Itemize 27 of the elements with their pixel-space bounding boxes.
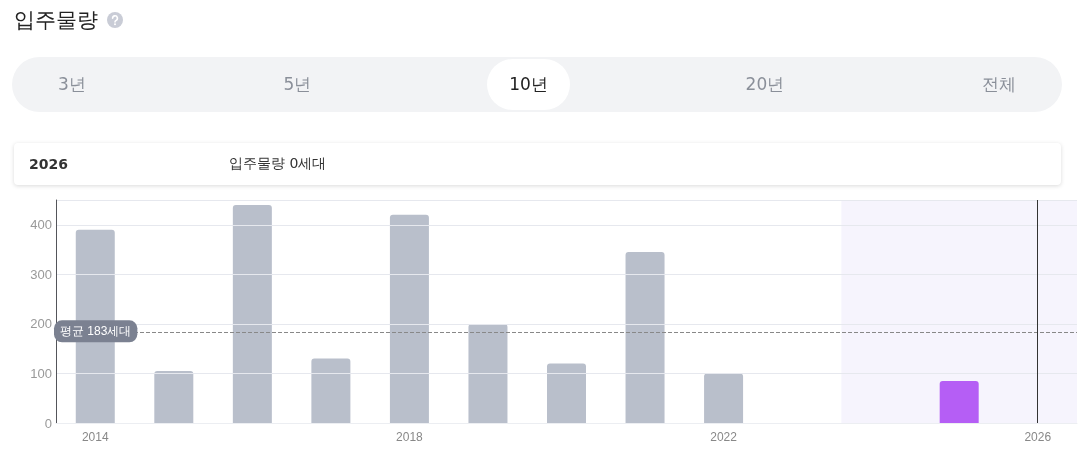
y-tick-label: 200 (30, 316, 52, 332)
text: 2026 (29, 156, 68, 172)
text: 5년 (282, 73, 313, 96)
bar (232, 204, 272, 423)
bar (547, 363, 586, 423)
bar (389, 214, 429, 423)
text: 전체 (981, 73, 1017, 96)
chart-title: 입주물량 (14, 7, 98, 34)
text: 입주물량 0세대 (229, 155, 327, 173)
x-tick-label: 2014 (81, 430, 109, 444)
text: 10년 (487, 59, 570, 110)
bar (939, 380, 979, 423)
y-tick-label: 100 (30, 365, 52, 381)
text: 20년 (744, 73, 786, 96)
bar (468, 323, 508, 423)
bar (311, 358, 351, 423)
bar (704, 373, 744, 423)
y-tick-label: 300 (30, 266, 52, 282)
x-tick-label: 2018 (396, 430, 424, 444)
y-tick-label: 0 (44, 415, 52, 431)
x-tick-label: 2026 (1024, 430, 1052, 444)
bar (625, 252, 665, 423)
y-tick-label: 400 (30, 217, 52, 233)
text: 3년 (57, 73, 87, 96)
x-tick-label: 2022 (710, 430, 738, 444)
ref-line-label: 평균 183세대 (60, 324, 132, 339)
bar (154, 370, 194, 423)
